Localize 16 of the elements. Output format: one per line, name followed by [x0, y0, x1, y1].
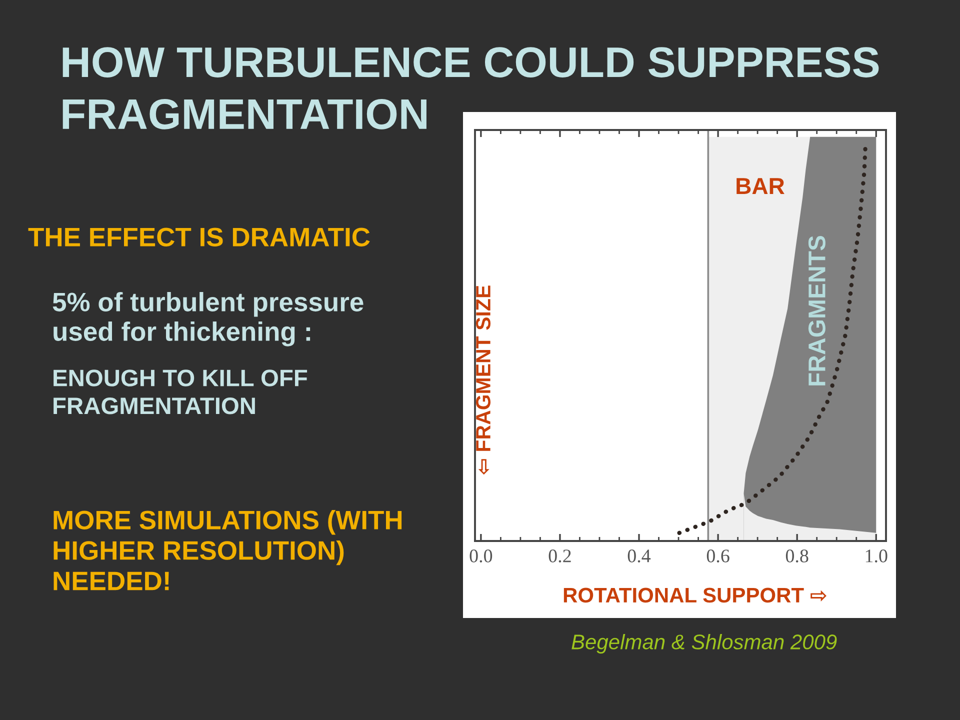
- chart-title: HOW TURBULENCE COULD SUPPRESS FRAGMENTATION: [62, 47, 879, 130]
- text: 5% of turbulent pressure used for thickening :: [52, 292, 364, 346]
- x-tick-label: 1.0: [866, 550, 888, 562]
- x-tick-label: 0.0: [470, 550, 492, 562]
- annotation: FRAGMENTS: [808, 236, 826, 386]
- x-tick-label: 0.8: [786, 550, 808, 562]
- annotation: BAR: [736, 178, 784, 194]
- text: MORE SIMULATIONS (WITH HIGHER RESOLUTION) NEEDED!: [54, 510, 402, 590]
- text: Begelman & Shlosman 2009: [572, 634, 837, 654]
- text: ENOUGH TO KILL OFF FRAGMENTATION: [54, 370, 308, 414]
- x-axis-title: ROTATIONAL SUPPORT ⇨: [564, 588, 826, 603]
- x-tick-label: 0.4: [628, 550, 651, 562]
- x-tick-label: 0.6: [706, 550, 730, 562]
- x-tick-label: 0.2: [548, 550, 571, 562]
- text: THE EFFECT IS DRAMATIC: [28, 228, 370, 246]
- y-axis-title: ⇦ FRAGMENT SIZE: [476, 286, 491, 475]
